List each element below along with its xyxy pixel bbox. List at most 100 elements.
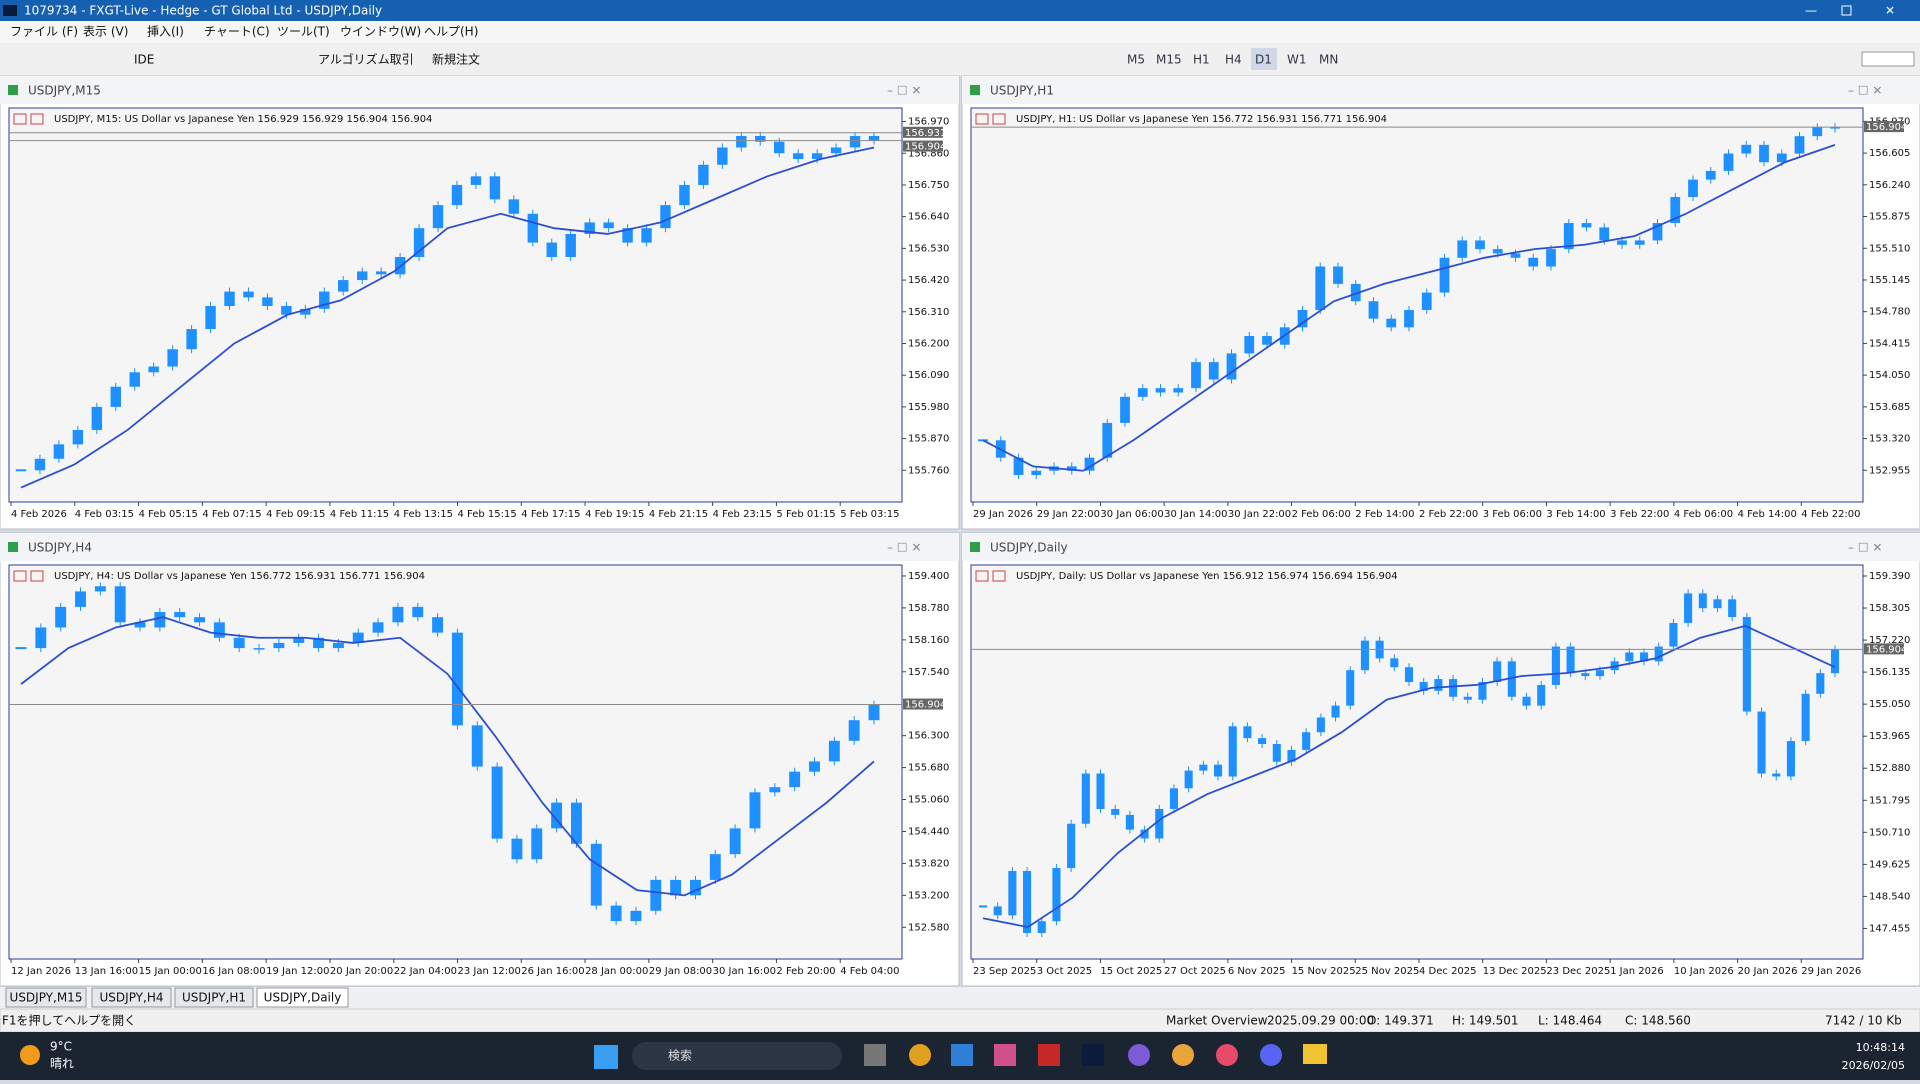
- candle: [134, 622, 146, 628]
- app[interactable]: [864, 1044, 886, 1066]
- x-tick-label: 25 Nov 2025: [1355, 966, 1419, 977]
- timeframe[interactable]: H4: [1225, 53, 1242, 67]
- app[interactable]: [951, 1044, 973, 1066]
- x-tick-label: 4 Feb 17:15: [521, 509, 580, 520]
- x-tick-label: 16 Jan 08:00: [202, 966, 265, 977]
- candle: [1669, 622, 1678, 647]
- maximize[interactable]: [1841, 5, 1852, 16]
- y-tick-label: 149.625: [1869, 859, 1910, 870]
- app[interactable]: [1260, 1044, 1282, 1066]
- candle: [1652, 223, 1663, 241]
- window-buttons[interactable]: – ☐ ✕: [887, 541, 921, 555]
- candle: [848, 720, 860, 741]
- tab[interactable]: [256, 987, 349, 1008]
- timeframe[interactable]: D1: [1255, 53, 1272, 67]
- close[interactable]: ✕: [1885, 4, 1895, 18]
- moving-average: [20, 616, 875, 897]
- app[interactable]: [994, 1044, 1016, 1066]
- x-tick-label: 23 Jan 12:00: [458, 966, 521, 977]
- candle: [1830, 649, 1840, 674]
- start-button[interactable]: [594, 1045, 618, 1069]
- tab-label[interactable]: USDJPY,Daily: [264, 991, 342, 1005]
- app[interactable]: [1082, 1044, 1104, 1066]
- menu-item[interactable]: チャート(C): [204, 25, 270, 39]
- x-tick-label: 27 Oct 2025: [1164, 966, 1226, 977]
- y-tick-label: 155.680: [908, 763, 949, 774]
- candle: [471, 725, 483, 767]
- toolbar-ide[interactable]: IDE: [134, 53, 154, 67]
- minimize[interactable]: —: [1805, 4, 1817, 18]
- toolbar-field[interactable]: [1861, 51, 1915, 67]
- candle: [352, 632, 364, 643]
- candle: [978, 905, 988, 908]
- window-buttons[interactable]: – ☐ ✕: [1848, 541, 1882, 555]
- candle: [1551, 646, 1560, 685]
- timeframe[interactable]: H1: [1193, 53, 1210, 67]
- x-tick-label: 4 Feb 21:15: [649, 509, 708, 520]
- plot-area: [8, 564, 903, 960]
- tab[interactable]: [174, 987, 254, 1008]
- tab[interactable]: [91, 987, 172, 1008]
- timeframe[interactable]: MN: [1319, 53, 1338, 67]
- candle: [1031, 470, 1042, 476]
- y-tick-label: 152.580: [908, 922, 949, 933]
- app[interactable]: [1303, 1044, 1327, 1064]
- candle: [1386, 318, 1397, 328]
- window-buttons[interactable]: – ☐ ✕: [1848, 84, 1882, 98]
- candle: [630, 910, 642, 922]
- app[interactable]: [1216, 1044, 1238, 1066]
- menu-item[interactable]: 挿入(I): [147, 25, 184, 39]
- candle: [749, 792, 761, 829]
- menu-item[interactable]: 表示 (V): [83, 25, 128, 39]
- menu-item[interactable]: ウインドウ(W): [340, 25, 421, 39]
- tab-label[interactable]: USDJPY,M15: [10, 991, 83, 1005]
- timeframe[interactable]: M5: [1127, 53, 1145, 67]
- timeframe[interactable]: W1: [1287, 53, 1307, 67]
- candle: [1066, 466, 1077, 471]
- candle: [769, 787, 781, 793]
- y-tick-label: 156.090: [908, 370, 949, 381]
- app[interactable]: [1038, 1044, 1060, 1066]
- candle: [1404, 667, 1414, 683]
- tab-label[interactable]: USDJPY,H1: [182, 991, 246, 1005]
- candle: [154, 612, 166, 628]
- candle: [1688, 179, 1698, 197]
- menu-item[interactable]: ヘルプ(H): [424, 25, 478, 39]
- candle: [1698, 593, 1707, 609]
- candle: [717, 147, 728, 165]
- app[interactable]: [1128, 1044, 1150, 1066]
- candle: [1457, 240, 1468, 258]
- menu-bar: [0, 21, 1920, 43]
- window-buttons[interactable]: – ☐ ✕: [887, 84, 921, 98]
- timeframe[interactable]: M15: [1156, 53, 1182, 67]
- toolbar-algo[interactable]: アルゴリズム取引: [318, 52, 414, 67]
- x-tick-label: 4 Feb 06:00: [1674, 509, 1733, 520]
- x-tick-label: 5 Feb 03:15: [840, 509, 899, 520]
- y-tick-label: 155.060: [908, 795, 949, 806]
- y-tick-label: 159.400: [908, 571, 949, 582]
- search-label: 検索: [668, 1049, 692, 1063]
- candle: [319, 291, 330, 309]
- tab-label[interactable]: USDJPY,H4: [100, 991, 164, 1005]
- price-label: 156.904: [905, 142, 946, 153]
- toolbar-order[interactable]: 新規注文: [432, 52, 480, 67]
- tab[interactable]: [5, 987, 87, 1008]
- candle: [1390, 658, 1399, 668]
- candle: [1528, 257, 1539, 267]
- x-tick-label: 2 Feb 22:00: [1419, 509, 1478, 520]
- chart-info: USDJPY, H4: US Dollar vs Japanese Yen 15…: [54, 571, 425, 582]
- candle: [338, 280, 349, 292]
- app[interactable]: [909, 1044, 931, 1066]
- candle: [53, 444, 65, 459]
- candle: [508, 199, 520, 214]
- y-tick-label: 153.965: [1869, 731, 1910, 742]
- menu-item[interactable]: ファイル (F): [10, 25, 78, 39]
- search-box[interactable]: [632, 1042, 842, 1070]
- y-tick-label: 156.420: [908, 275, 949, 286]
- candle: [1244, 336, 1255, 354]
- candle: [1625, 652, 1634, 662]
- app[interactable]: [1172, 1044, 1194, 1066]
- candle: [1705, 170, 1716, 180]
- menu-item[interactable]: ツール(T): [277, 25, 330, 39]
- info-icon: [30, 570, 44, 582]
